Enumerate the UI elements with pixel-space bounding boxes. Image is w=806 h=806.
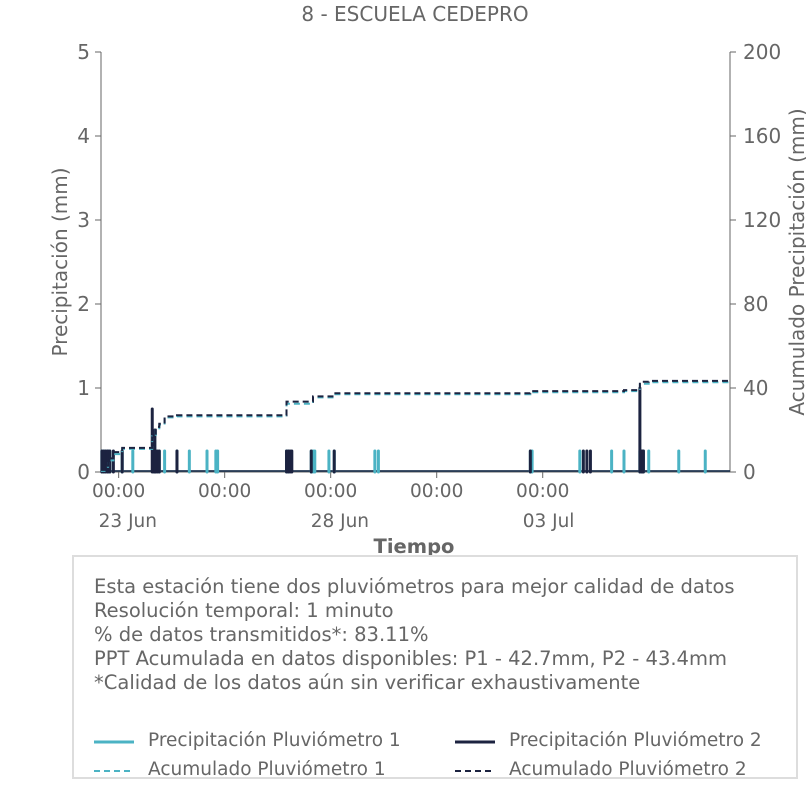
legend-label-p2: Precipitación Pluviómetro 2 xyxy=(509,730,762,751)
x-tick-label: 00:00 xyxy=(92,481,145,502)
y-tick-label: 4 xyxy=(77,124,90,148)
y-tick-label: 5 xyxy=(77,40,90,64)
x-tick-label: 00:00 xyxy=(410,481,463,502)
legend-label-p1: Precipitación Pluviómetro 1 xyxy=(148,730,401,751)
y-tick-label: 3 xyxy=(77,208,90,232)
chart-title: 8 - ESCUELA CEDEPRO xyxy=(301,2,529,26)
info-box: Esta estación tiene dos pluviómetros par… xyxy=(72,555,798,780)
x-tick-label: 00:00 xyxy=(304,481,357,502)
legend-swatch-p1 xyxy=(94,740,134,744)
legend-label-acc2: Acumulado Pluviómetro 2 xyxy=(509,759,747,780)
y-tick-label: 0 xyxy=(77,460,90,484)
x-date-label: 03 Jul xyxy=(523,511,575,532)
y2-tick-label: 200 xyxy=(743,40,781,64)
y2-tick-label: 0 xyxy=(743,460,756,484)
y-axis-label: Precipitación (mm) xyxy=(48,167,72,356)
y2-tick-label: 120 xyxy=(743,208,781,232)
x-tick-label: 00:00 xyxy=(516,481,569,502)
y2-tick-label: 80 xyxy=(743,292,768,316)
y-tick-label: 1 xyxy=(77,376,90,400)
legend-swatch-p2 xyxy=(455,740,495,744)
info-line-quality: *Calidad de los datos aún sin verificar … xyxy=(94,671,641,694)
legend-label-acc1: Acumulado Pluviómetro 1 xyxy=(148,759,386,780)
info-line-accumulated: PPT Acumulada en datos disponibles: P1 -… xyxy=(94,647,727,670)
y2-tick-label: 40 xyxy=(743,376,768,400)
info-line-dual-gauges: Esta estación tiene dos pluviómetros par… xyxy=(94,575,735,598)
cumulative-line-1 xyxy=(101,381,730,472)
legend-swatch-acc1 xyxy=(94,770,134,772)
info-line-transmitted: % de datos transmitidos*: 83.11% xyxy=(94,623,429,646)
cumulative-line-2 xyxy=(101,379,730,471)
legend-swatch-acc2 xyxy=(455,770,495,772)
y2-axis-label: Acumulado Precipitación (mm) xyxy=(785,108,806,415)
x-date-label: 23 Jun xyxy=(99,511,157,532)
info-line-resolution: Resolución temporal: 1 minuto xyxy=(94,599,394,622)
y2-tick-label: 160 xyxy=(743,124,781,148)
info-lines: Esta estación tiene dos pluviómetros par… xyxy=(94,575,735,695)
y-tick-label: 2 xyxy=(77,292,90,316)
x-date-label: 28 Jun xyxy=(311,511,369,532)
x-tick-label: 00:00 xyxy=(198,481,251,502)
x-axis-label: Tiempo xyxy=(374,535,455,558)
